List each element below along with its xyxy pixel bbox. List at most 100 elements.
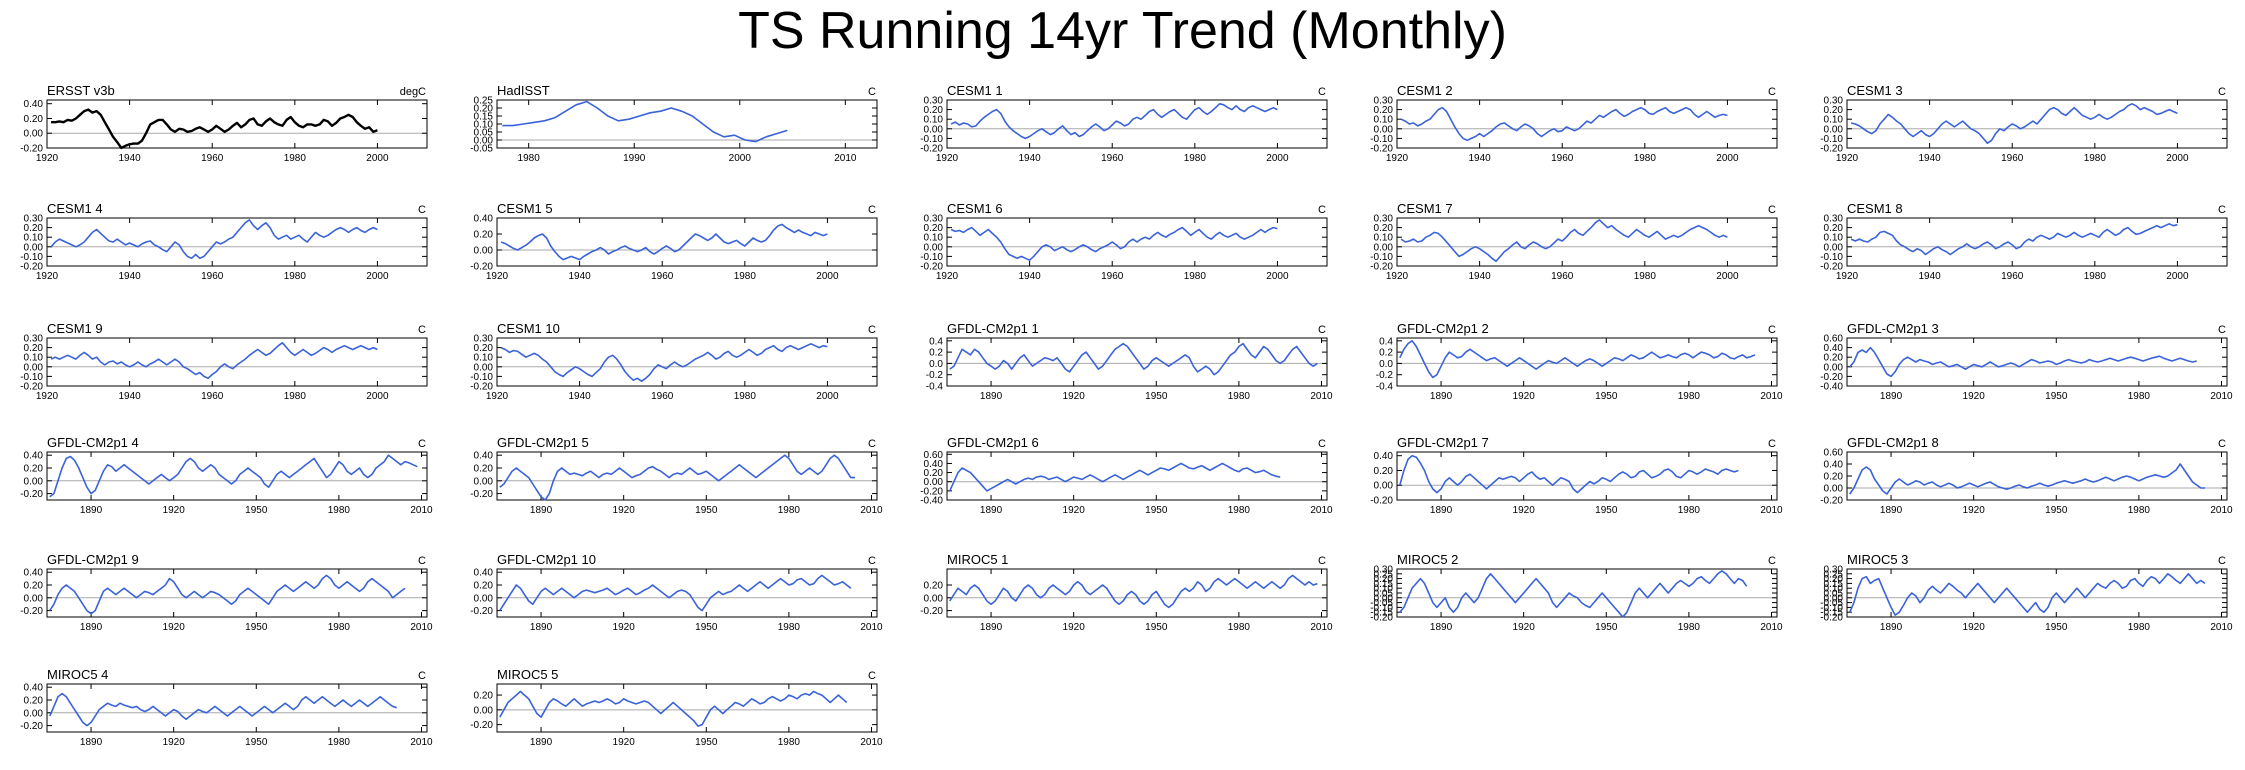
y-tick-label: 0.60 — [1824, 334, 1844, 345]
panel-title: MIROC5 3 — [1847, 552, 1908, 567]
x-tick-label: 1960 — [2001, 153, 2024, 164]
x-tick-label: 1920 — [1513, 391, 1536, 402]
series-line — [1850, 223, 2178, 256]
x-tick-label: 2010 — [1760, 391, 1783, 402]
x-tick-label: 1920 — [36, 271, 59, 282]
y-tick-label: -0.10 — [1820, 603, 1843, 614]
plot-frame — [1396, 451, 1778, 501]
panel-cesm1-7: CESM1 7 C -0.20-0.100.000.100.200.30 1920 19… — [1370, 201, 1778, 282]
x-tick-label: 1980 — [328, 737, 351, 748]
plot-frame — [496, 568, 878, 618]
y-tick-label: -0.10 — [920, 252, 943, 263]
y-tick-label: -0.20 — [920, 262, 943, 273]
x-tick-label: 1890 — [980, 391, 1003, 402]
y-tick-label: 0.10 — [24, 353, 44, 364]
units-label: C — [418, 204, 426, 216]
units-label: C — [2218, 204, 2226, 216]
y-tick-label: 0.40 — [474, 451, 494, 462]
x-tick-label: 1980 — [284, 391, 307, 402]
plot-frame — [946, 451, 1328, 501]
x-tick-label: 1950 — [695, 505, 718, 516]
plot-frame — [1396, 217, 1778, 267]
series-line — [1400, 219, 1728, 263]
x-tick-label: 1980 — [778, 505, 801, 516]
x-tick-label: 1980 — [1228, 505, 1251, 516]
x-tick-label: 1920 — [1836, 153, 1859, 164]
y-tick-label: 0.00 — [924, 477, 944, 488]
y-tick-label: -0.20 — [920, 486, 943, 497]
panel-title: CESM1 6 — [947, 201, 1003, 216]
x-tick-label: 1980 — [284, 271, 307, 282]
y-tick-label: 0.10 — [1824, 115, 1844, 126]
y-tick-label: -0.20 — [920, 144, 943, 155]
x-tick-label: 2000 — [2166, 271, 2189, 282]
series-line — [49, 574, 406, 615]
x-tick-label: 2000 — [366, 271, 389, 282]
panel-gfdl-cm2p1-2: GFDL-CM2p1 2 C -0.4-0.20.00.20.4 1890 1920 19… — [1376, 321, 1783, 402]
units-label: C — [868, 204, 876, 216]
y-tick-label: 0.20 — [474, 581, 494, 592]
y-tick-label: 0.10 — [1824, 584, 1844, 595]
y-tick-label: -0.2 — [1376, 370, 1394, 381]
y-tick-label: -0.20 — [470, 720, 493, 731]
panel-title: GFDL-CM2p1 3 — [1847, 321, 1939, 336]
x-tick-label: 1940 — [1018, 153, 1041, 164]
panel-cesm1-9: CESM1 9 C -0.20-0.100.000.100.200.30 1920 19… — [20, 321, 428, 402]
x-tick-label: 1980 — [2084, 271, 2107, 282]
y-tick-label: 0.00 — [1824, 242, 1844, 253]
series-line — [1399, 454, 1739, 494]
x-tick-label: 2010 — [1310, 622, 1333, 633]
x-tick-label: 1960 — [201, 271, 224, 282]
y-tick-label: 0.20 — [924, 105, 944, 116]
units-label: C — [418, 324, 426, 336]
y-tick-label: 0.20 — [474, 343, 494, 354]
x-tick-label: 2010 — [410, 505, 433, 516]
y-tick-label: 0.00 — [24, 593, 44, 604]
series-line — [949, 574, 1318, 609]
y-tick-label: 0.15 — [1374, 579, 1394, 590]
x-tick-label: 1890 — [80, 505, 103, 516]
x-tick-label: 2010 — [1760, 505, 1783, 516]
y-tick-label: 0.00 — [1374, 242, 1394, 253]
x-tick-label: 1980 — [1184, 153, 1207, 164]
panel-cesm1-5: CESM1 5 C -0.20 0.00 0.20 0.40 1920 1940 1960 198… — [470, 201, 878, 282]
panel-miroc5-2: MIROC5 2 C -0.20-0.15-0.10-0.050.000.050.1… — [1370, 552, 1783, 633]
x-tick-label: 1890 — [980, 622, 1003, 633]
panel-cesm1-2: CESM1 2 C -0.20-0.100.000.100.200.30 1920 19… — [1370, 83, 1778, 164]
y-tick-label: 0.20 — [474, 464, 494, 475]
y-tick-label: -0.20 — [470, 262, 493, 273]
x-tick-label: 1980 — [328, 622, 351, 633]
y-tick-label: 0.40 — [474, 568, 494, 579]
x-tick-label: 1920 — [36, 153, 59, 164]
x-tick-label: 1920 — [936, 153, 959, 164]
x-tick-label: 1950 — [1145, 505, 1168, 516]
x-tick-label: 1980 — [2128, 622, 2151, 633]
x-tick-label: 1920 — [1386, 153, 1409, 164]
y-tick-label: 0.00 — [24, 129, 44, 140]
panel-title: MIROC5 2 — [1397, 552, 1458, 567]
x-tick-label: 1940 — [1918, 271, 1941, 282]
panel-cesm1-1: CESM1 1 C -0.20-0.100.000.100.200.30 1920 19… — [920, 83, 1328, 164]
x-tick-label: 1960 — [651, 271, 674, 282]
x-tick-label: 1980 — [284, 153, 307, 164]
x-tick-label: 2010 — [860, 737, 883, 748]
x-tick-label: 1950 — [2045, 391, 2068, 402]
y-tick-label: 0.20 — [1824, 574, 1844, 585]
panel-title: GFDL-CM2p1 6 — [947, 435, 1039, 450]
x-tick-label: 1980 — [328, 505, 351, 516]
x-tick-label: 2000 — [366, 391, 389, 402]
x-tick-label: 2000 — [366, 153, 389, 164]
y-tick-label: 0.00 — [24, 242, 44, 253]
x-tick-label: 1890 — [1430, 391, 1453, 402]
plot-frame — [46, 217, 428, 267]
y-tick-label: 0.20 — [1824, 105, 1844, 116]
plot-frame — [946, 99, 1328, 149]
y-tick-label: 0.10 — [474, 353, 494, 364]
y-tick-label: 0.40 — [24, 683, 44, 694]
units-label: C — [868, 324, 876, 336]
panel-gfdl-cm2p1-10: GFDL-CM2p1 10 C -0.20 0.000.20 0.40 1890 1920 1… — [470, 552, 883, 633]
series-line — [50, 341, 378, 380]
y-tick-label: -0.10 — [1370, 603, 1393, 614]
series-line — [500, 223, 828, 261]
x-tick-label: 1890 — [530, 505, 553, 516]
